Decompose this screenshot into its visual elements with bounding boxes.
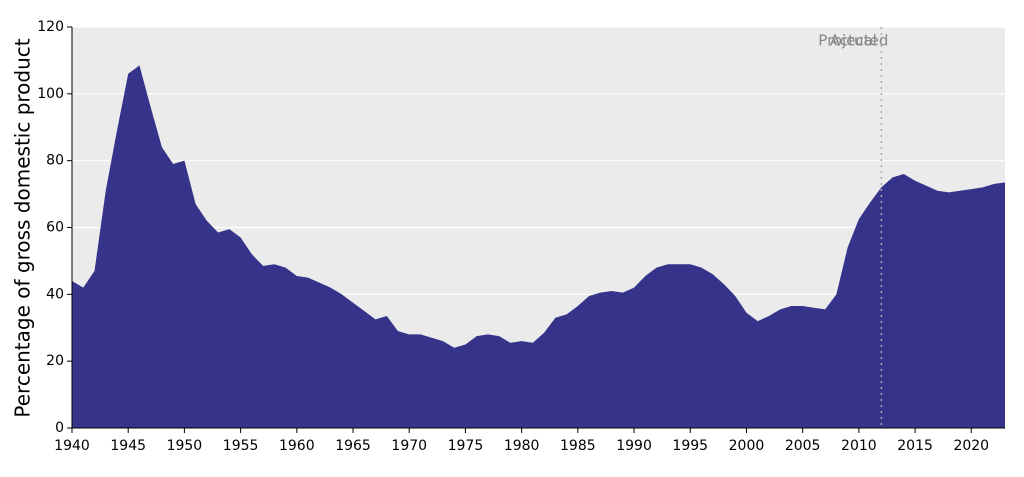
x-tick-label: 1985 <box>560 438 596 454</box>
x-tick-label: 1950 <box>167 438 203 454</box>
x-tick-label: 2000 <box>729 438 765 454</box>
x-tick-label: 1955 <box>223 438 259 454</box>
y-tick-label: 100 <box>37 86 64 102</box>
y-tick-label: 60 <box>46 220 64 236</box>
x-tick-label: 1995 <box>672 438 708 454</box>
x-tick-label: 1975 <box>448 438 484 454</box>
x-tick-label: 1970 <box>391 438 427 454</box>
area <box>72 65 1005 428</box>
x-tick-label: 2005 <box>785 438 821 454</box>
annotation: Actual <box>830 32 877 50</box>
x-tick-label: 2020 <box>953 438 989 454</box>
x-tick-label: 1965 <box>335 438 371 454</box>
y-tick-label: 120 <box>37 19 64 35</box>
y-tick-label: 20 <box>46 353 64 369</box>
y-axis-label: Percentage of gross domestic product <box>11 38 35 417</box>
y-tick-label: 0 <box>55 420 64 436</box>
x-tick-label: 2015 <box>897 438 933 454</box>
x-tick-label: 2010 <box>841 438 877 454</box>
y-tick-label: 80 <box>46 153 64 169</box>
x-tick-label: 1990 <box>616 438 652 454</box>
x-tick-label: 1960 <box>279 438 315 454</box>
x-tick-label: 1945 <box>110 438 146 454</box>
x-tick-label: 1980 <box>504 438 540 454</box>
annotation: Projected <box>818 32 888 50</box>
x-tick-label: 1940 <box>54 438 90 454</box>
y-tick-label: 40 <box>46 286 64 302</box>
